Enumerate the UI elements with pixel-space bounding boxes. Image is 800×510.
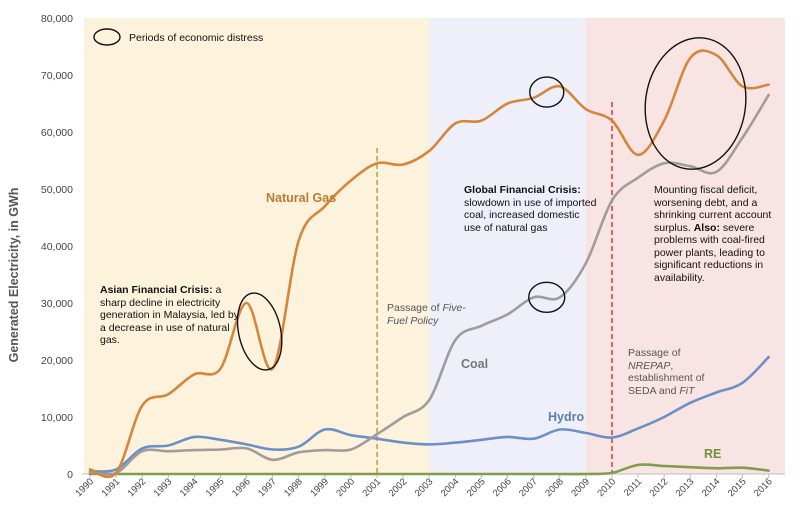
series-line-natural-gas bbox=[88, 49, 770, 479]
y-tick-label: 10,000 bbox=[41, 412, 73, 424]
shaded-period-1 bbox=[84, 18, 430, 474]
x-tick-label: 2000 bbox=[334, 476, 357, 499]
annotation-five-fuel-pre: Passage of bbox=[387, 302, 443, 314]
x-tick-label: 1997 bbox=[256, 476, 279, 499]
series-line-hydro bbox=[88, 355, 770, 473]
y-tick-label: 40,000 bbox=[41, 241, 73, 253]
series-line-re bbox=[88, 463, 770, 476]
x-tick-label: 2010 bbox=[595, 476, 618, 499]
x-tick-label: 2009 bbox=[569, 476, 592, 499]
annotation-global-title: Global Financial Crisis: bbox=[464, 184, 581, 196]
y-axis-label: Generated Electricity, in GWh bbox=[7, 188, 21, 363]
x-tick-label: 2014 bbox=[700, 476, 723, 499]
x-tick-label: 2007 bbox=[517, 476, 540, 499]
annotation-global-crisis: Global Financial Crisis: slowdown in use… bbox=[464, 184, 599, 234]
distress-ellipse-4 bbox=[644, 37, 747, 170]
annotation-global-body: slowdown in use of imported coal, increa… bbox=[464, 196, 597, 234]
series-label-coal: Coal bbox=[461, 357, 489, 371]
annotation-nrepap-pre: Passage of bbox=[628, 347, 681, 359]
annotation-nrepap-mid: , establishment of SEDA and bbox=[628, 359, 705, 397]
legend-ellipse-icon bbox=[93, 28, 121, 46]
y-tick-label: 50,000 bbox=[41, 184, 73, 196]
annotation-nrepap-fit: FiT bbox=[679, 384, 695, 397]
y-tick-label: 70,000 bbox=[41, 70, 73, 82]
x-tick-label: 2012 bbox=[648, 476, 671, 499]
distress-ellipse-1 bbox=[236, 292, 283, 371]
annotation-asian-crisis: Asian Financial Crisis: a sharp decline … bbox=[100, 284, 242, 347]
x-tick-label: 1995 bbox=[204, 476, 227, 499]
x-tick-label: 2011 bbox=[622, 476, 644, 498]
legend: Periods of economic distress bbox=[93, 28, 263, 46]
series-label-re: RE bbox=[704, 447, 722, 461]
x-tick-label: 1992 bbox=[126, 476, 149, 499]
x-tick-label: 2015 bbox=[726, 476, 749, 499]
x-tick-label: 2006 bbox=[491, 476, 514, 499]
shaded-periods bbox=[84, 18, 785, 474]
x-tick-label: 1991 bbox=[99, 476, 122, 499]
annotation-fiscal-also-body: severe problems with coal-fired power pl… bbox=[654, 221, 765, 284]
axes: 0 10,000 20,000 30,000 40,000 50,000 60,000 70,… bbox=[41, 13, 785, 499]
y-tick-label: 30,000 bbox=[41, 298, 73, 310]
distress-ellipses bbox=[236, 37, 747, 371]
annotation-fiscal-body: Mounting fiscal deficit, worsening debt,… bbox=[654, 184, 772, 234]
annotation-fiscal: Mounting fiscal deficit, worsening debt,… bbox=[654, 184, 778, 284]
series-line-coal bbox=[88, 93, 770, 476]
x-tick-label: 2016 bbox=[752, 476, 775, 499]
y-tick-label: 20,000 bbox=[41, 355, 73, 367]
annotation-asian-body: a sharp decline in electricity generatio… bbox=[100, 284, 239, 346]
series-label-hydro: Hydro bbox=[548, 410, 585, 424]
annotation-nrepap: Passage of NREPAP, establishment of SEDA… bbox=[628, 347, 708, 397]
y-tick-label: 80,000 bbox=[41, 13, 73, 25]
x-tick-label: 2002 bbox=[387, 476, 410, 499]
x-tick-label: 1996 bbox=[230, 476, 253, 499]
x-tick-label: 1999 bbox=[308, 476, 331, 499]
legend-label: Periods of economic distress bbox=[129, 32, 263, 44]
distress-ellipse-2 bbox=[529, 76, 565, 108]
annotation-nrepap-name: NREPAP bbox=[628, 359, 671, 372]
x-tick-label: 1993 bbox=[152, 476, 175, 499]
x-tick-label: 2001 bbox=[360, 476, 383, 499]
y-tick-label: 60,000 bbox=[41, 127, 73, 139]
shaded-period-3 bbox=[585, 18, 785, 474]
x-tick-label: 2004 bbox=[439, 476, 462, 499]
policy-lines bbox=[376, 102, 613, 474]
x-tick-label: 1994 bbox=[178, 476, 201, 499]
annotation-five-fuel-name: Five-Fuel Policy bbox=[387, 302, 466, 327]
shaded-period-2 bbox=[429, 18, 586, 474]
x-tick-label: 2008 bbox=[543, 476, 566, 499]
annotation-asian-title: Asian Financial Crisis: bbox=[100, 284, 213, 296]
distress-ellipse-3 bbox=[528, 281, 566, 313]
y-tick-label: 0 bbox=[67, 469, 73, 481]
series-label-natural-gas: Natural Gas bbox=[266, 191, 337, 205]
x-tick-label: 2003 bbox=[413, 476, 436, 499]
series-lines bbox=[88, 49, 770, 479]
annotation-fiscal-also: Also: bbox=[693, 221, 720, 234]
x-tick-label: 1998 bbox=[282, 476, 305, 499]
x-tick-label: 1990 bbox=[73, 476, 96, 499]
x-tick-label: 2013 bbox=[674, 476, 697, 499]
x-tick-label: 2005 bbox=[465, 476, 488, 499]
annotation-five-fuel-policy: Passage of Five-Fuel Policy bbox=[387, 302, 467, 327]
